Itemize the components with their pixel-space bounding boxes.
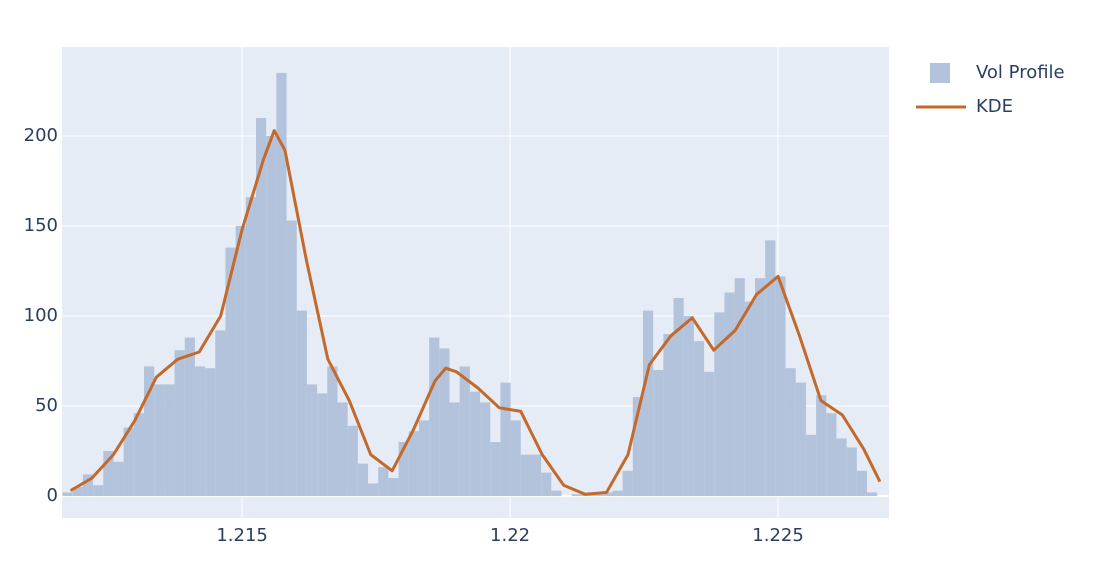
bar	[673, 297, 684, 497]
bar	[388, 478, 399, 497]
bar	[429, 337, 440, 497]
bar	[551, 490, 562, 497]
bar	[836, 438, 847, 497]
bar	[530, 454, 542, 497]
bar	[439, 348, 450, 497]
bar	[82, 474, 94, 497]
bar	[194, 366, 206, 497]
bar	[215, 330, 226, 497]
bar	[480, 402, 491, 497]
bar	[72, 487, 83, 497]
bar	[317, 393, 328, 497]
bar	[867, 492, 878, 497]
bar	[520, 454, 531, 497]
bar	[856, 470, 868, 497]
y-tick-label: 50	[35, 395, 58, 416]
y-tick-label: 0	[47, 485, 58, 506]
bar	[449, 402, 460, 497]
bar	[795, 382, 806, 497]
bar	[398, 442, 409, 497]
bar	[714, 312, 725, 497]
bar	[174, 350, 185, 497]
bar	[704, 371, 715, 497]
bar	[541, 472, 552, 497]
bar	[683, 315, 694, 497]
bar	[235, 225, 246, 497]
bar	[327, 366, 338, 497]
bar	[734, 278, 745, 497]
bar	[408, 431, 419, 497]
bar	[144, 366, 155, 497]
bar	[632, 397, 643, 497]
bar	[500, 382, 511, 497]
bar	[296, 310, 307, 497]
bar	[765, 240, 776, 497]
bar	[337, 402, 348, 497]
bar	[785, 368, 796, 497]
bar	[62, 492, 73, 497]
bar	[368, 483, 379, 497]
bar	[347, 425, 358, 497]
bar	[622, 470, 633, 497]
bar	[459, 366, 470, 497]
bar	[164, 384, 175, 497]
bar	[225, 247, 236, 497]
bar	[256, 117, 267, 497]
legend-label: Vol Profile	[976, 62, 1065, 83]
bar	[306, 384, 318, 497]
bar	[602, 492, 613, 497]
bar	[123, 427, 134, 497]
bar	[133, 413, 145, 497]
bar	[286, 220, 297, 497]
y-tick-label: 150	[24, 215, 58, 236]
bar	[744, 301, 756, 497]
y-tick-label: 100	[24, 305, 58, 326]
bar	[571, 494, 582, 497]
bar	[592, 494, 603, 497]
bar	[469, 391, 481, 497]
bar	[846, 447, 857, 497]
legend-swatch	[930, 63, 950, 83]
y-tick-label: 200	[24, 125, 58, 146]
bar	[378, 467, 389, 497]
bar	[357, 463, 369, 497]
bar	[663, 333, 674, 497]
x-tick-label: 1.22	[490, 525, 530, 546]
bar	[418, 420, 430, 497]
bar	[724, 292, 735, 497]
bar	[93, 485, 104, 497]
bar	[245, 197, 257, 497]
bar	[642, 310, 654, 497]
bar	[653, 370, 664, 497]
legend-label: KDE	[976, 96, 1013, 117]
x-tick-label: 1.215	[216, 525, 268, 546]
bar	[154, 384, 165, 497]
bar	[266, 135, 277, 497]
bar	[184, 337, 195, 497]
bar	[826, 413, 837, 497]
bar	[276, 72, 287, 497]
bar	[693, 341, 705, 497]
bar	[755, 278, 766, 497]
bar	[805, 434, 817, 497]
x-tick-label: 1.225	[752, 525, 804, 546]
bar	[490, 442, 501, 497]
bar	[103, 451, 114, 497]
bar	[816, 395, 827, 497]
bar	[775, 276, 786, 497]
kde-line	[69, 129, 882, 496]
bar	[510, 420, 521, 497]
bar	[113, 461, 124, 497]
bar	[612, 490, 623, 497]
bar	[205, 368, 216, 497]
